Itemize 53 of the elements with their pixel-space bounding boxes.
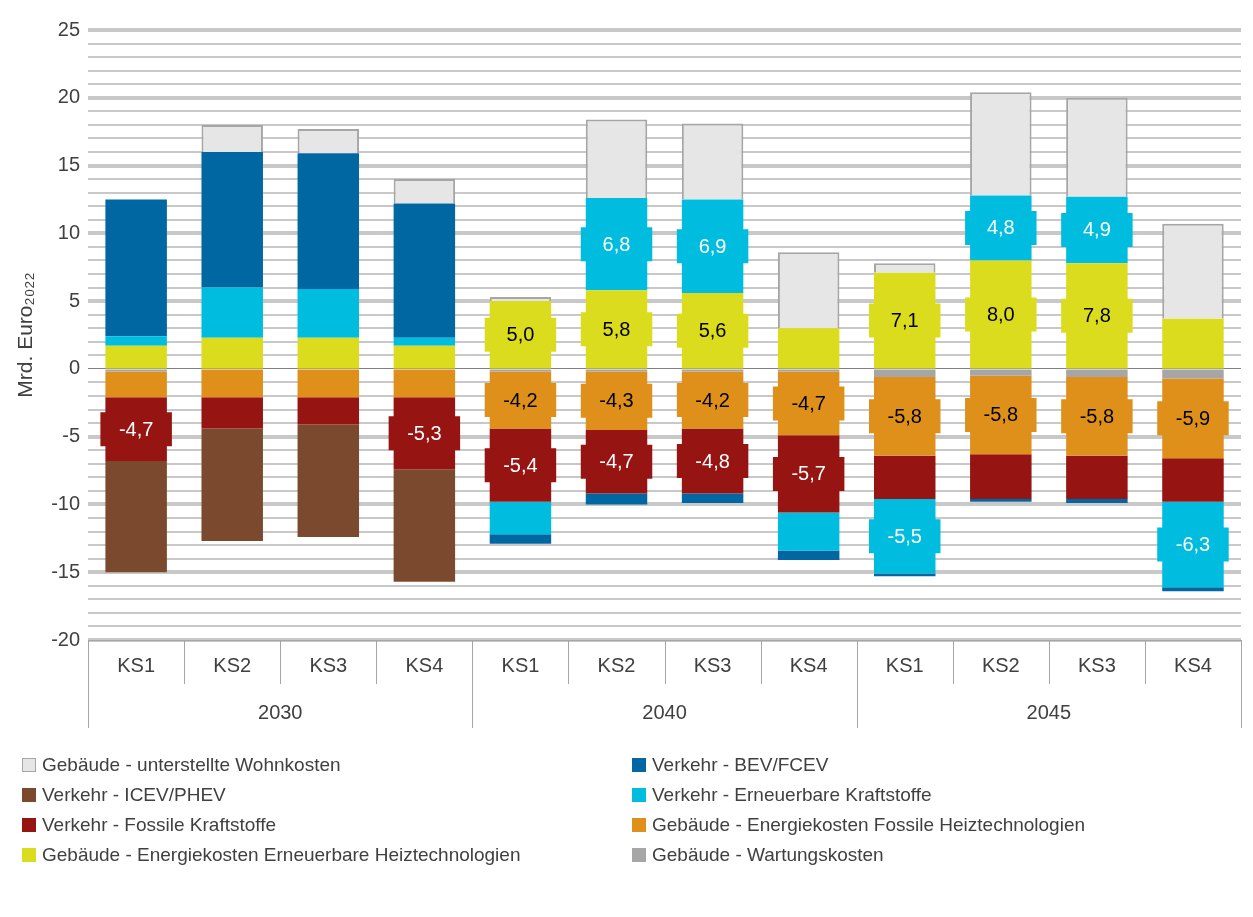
x-tick-label: KS2 [213, 653, 252, 676]
y-tick-label: 0 [68, 356, 81, 379]
text: 2040 [642, 700, 687, 723]
data-label: -5,8 [887, 404, 922, 427]
y-tick-label: 10 [57, 220, 81, 243]
data-label: 5,8 [602, 317, 631, 340]
data-label: -5,8 [983, 403, 1019, 426]
data-label: -5,4 [503, 453, 538, 476]
data-label: 7,1 [890, 309, 919, 332]
data-label: -6,3 [1175, 532, 1211, 555]
y-tick-label: 15 [57, 153, 81, 176]
data-label: -5,9 [1175, 406, 1211, 429]
x-tick-label: KS4 [1174, 653, 1212, 676]
x-tick-label: KS3 [693, 653, 732, 676]
x-tick-label: KS3 [309, 653, 348, 676]
legend-label: Gebäude - Wartungskosten [652, 844, 884, 866]
x-tick-label: KS1 [885, 653, 924, 676]
x-tick-label: KS4 [789, 653, 828, 676]
legend-label: Verkehr - Fossile Kraftstoffe [42, 814, 277, 836]
y-tick-label: 5 [68, 288, 81, 311]
y-axis-title: Mrd. Euro₂₀₂₂ [13, 272, 37, 398]
data-label: 4,9 [1082, 218, 1111, 241]
y-tick-label: -15 [51, 559, 81, 582]
data-label: 8,0 [986, 302, 1015, 325]
x-tick-label: KS2 [981, 653, 1020, 676]
data-label: -5,7 [791, 462, 826, 485]
y-tick-label: -10 [51, 491, 81, 514]
legend-label: Verkehr - ICEV/PHEV [42, 784, 226, 806]
legend-label: Gebäude - Energiekosten Erneuerbare Heiztechnologien [42, 844, 521, 866]
data-label: -5,8 [1079, 404, 1115, 427]
data-label: 6,9 [698, 234, 727, 257]
text: 2045 [1026, 700, 1072, 723]
legend-label: Gebäude - unterstellte Wohnkosten [42, 754, 341, 776]
legend-label: Verkehr - BEV/FCEV [652, 754, 829, 776]
data-label: 6,8 [602, 232, 631, 255]
x-tick-label: KS3 [1077, 653, 1116, 676]
x-tick-label: KS1 [117, 653, 156, 676]
data-label: -5,3 [407, 421, 442, 444]
data-label: -4,8 [695, 449, 730, 472]
x-tick-label: KS2 [597, 653, 636, 676]
y-tick-label: -5 [62, 424, 81, 447]
y-tick-label: 25 [57, 17, 81, 40]
data-label: 5,0 [506, 323, 535, 346]
y-tick-label: -20 [51, 627, 81, 650]
legend-label: Verkehr - Erneuerbare Kraftstoffe [652, 784, 932, 806]
y-tick-label: 20 [57, 85, 81, 108]
text: 2030 [258, 700, 303, 723]
data-label: -5,5 [887, 524, 922, 547]
x-tick-label: KS4 [405, 653, 444, 676]
legend-label: Gebäude - Energiekosten Fossile Heiztechnologien [652, 814, 1086, 836]
data-label: 7,8 [1082, 304, 1111, 327]
x-tick-label: KS1 [501, 653, 540, 676]
data-label: 5,6 [698, 319, 727, 342]
